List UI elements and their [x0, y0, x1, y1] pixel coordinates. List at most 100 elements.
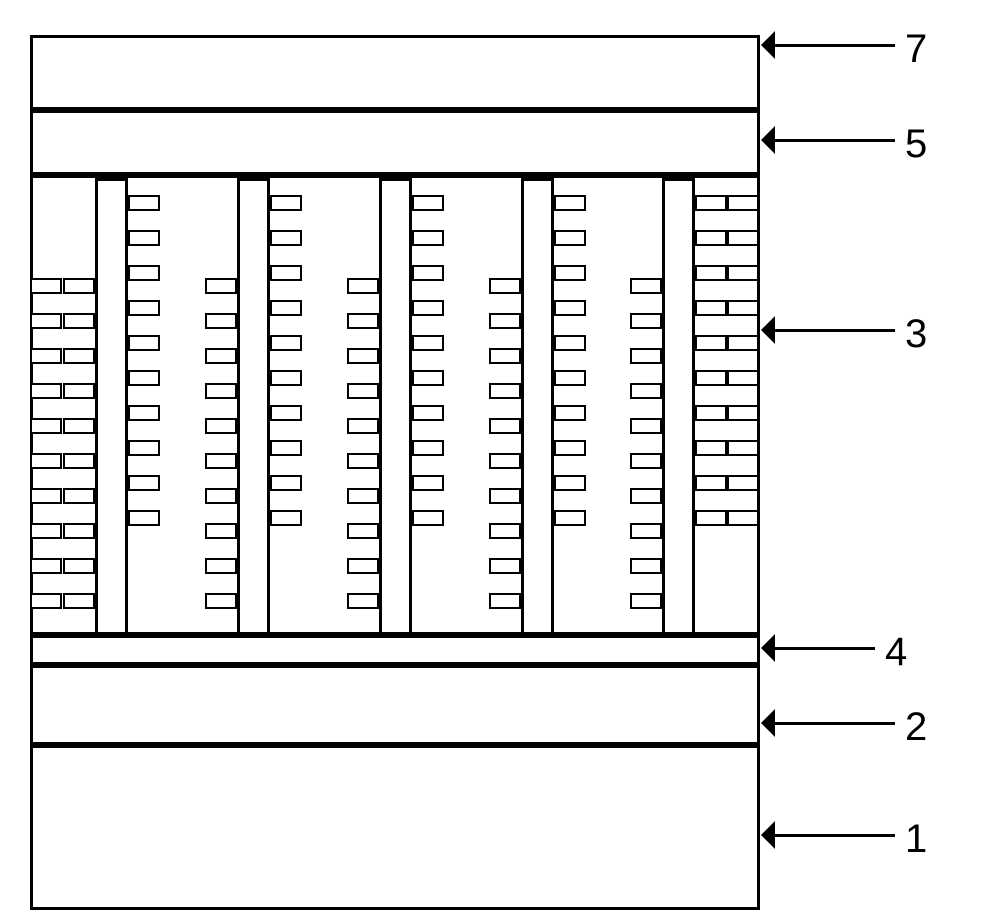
branch: [727, 265, 759, 281]
branch: [30, 453, 62, 469]
branch: [205, 523, 237, 539]
branch: [695, 195, 727, 211]
branch: [30, 593, 62, 609]
branch: [30, 278, 62, 294]
branch: [63, 453, 95, 469]
callout-label-1: 1: [905, 817, 927, 862]
branch: [412, 265, 444, 281]
branch: [489, 313, 521, 329]
branch: [347, 348, 379, 364]
trunk: [521, 178, 554, 635]
branch: [63, 313, 95, 329]
layer-5: [30, 110, 760, 175]
branch: [205, 278, 237, 294]
branch: [128, 510, 160, 526]
branch: [412, 300, 444, 316]
branch: [63, 558, 95, 574]
branch: [205, 488, 237, 504]
branch: [347, 278, 379, 294]
trunk: [237, 178, 270, 635]
branch: [630, 523, 662, 539]
callout-arrow-head: [761, 316, 775, 344]
branch: [270, 300, 302, 316]
callout-label-2: 2: [905, 705, 927, 750]
branch: [630, 348, 662, 364]
branch: [270, 475, 302, 491]
branch: [128, 475, 160, 491]
callout-arrow-line: [775, 834, 895, 837]
branch: [554, 265, 586, 281]
branch: [412, 230, 444, 246]
branch: [489, 418, 521, 434]
callout-arrow-line: [775, 139, 895, 142]
branch: [630, 418, 662, 434]
callout-arrow-line: [775, 329, 895, 332]
branch: [270, 370, 302, 386]
branch: [30, 418, 62, 434]
branch: [695, 230, 727, 246]
branch: [489, 593, 521, 609]
branch: [727, 405, 759, 421]
callout-arrow-line: [775, 647, 875, 650]
layer-1: [30, 745, 760, 910]
branch: [727, 195, 759, 211]
branch: [205, 558, 237, 574]
branch: [270, 510, 302, 526]
callout-label-7: 7: [905, 27, 927, 72]
branch: [554, 370, 586, 386]
branch: [554, 230, 586, 246]
branch: [727, 475, 759, 491]
branch: [205, 453, 237, 469]
branch: [695, 510, 727, 526]
branch: [205, 313, 237, 329]
branch: [412, 405, 444, 421]
branch: [30, 348, 62, 364]
branch: [412, 440, 444, 456]
branch: [128, 335, 160, 351]
branch: [347, 593, 379, 609]
branch: [727, 335, 759, 351]
branch: [630, 453, 662, 469]
branch: [270, 265, 302, 281]
branch: [630, 488, 662, 504]
callout-label-5: 5: [905, 122, 927, 167]
branch: [489, 488, 521, 504]
branch: [347, 418, 379, 434]
callout-label-3: 3: [905, 312, 927, 357]
branch: [30, 313, 62, 329]
callout-arrow-line: [775, 44, 895, 47]
branch: [270, 405, 302, 421]
diagram-canvas: { "diagram": { "type": "engineering-cros…: [0, 0, 1000, 922]
branch: [63, 348, 95, 364]
branch: [554, 510, 586, 526]
trunk: [662, 178, 695, 635]
branch: [347, 488, 379, 504]
branch: [554, 475, 586, 491]
branch: [727, 300, 759, 316]
branch: [30, 383, 62, 399]
branch: [128, 405, 160, 421]
branch: [554, 335, 586, 351]
branch: [630, 383, 662, 399]
branch: [630, 558, 662, 574]
branch: [695, 440, 727, 456]
branch: [347, 453, 379, 469]
trunk: [379, 178, 412, 635]
branch: [63, 593, 95, 609]
branch: [63, 278, 95, 294]
branch: [695, 475, 727, 491]
branch: [554, 195, 586, 211]
branch: [412, 370, 444, 386]
branch: [63, 383, 95, 399]
branch: [205, 383, 237, 399]
branch: [695, 265, 727, 281]
callout-arrow-head: [761, 821, 775, 849]
branch: [489, 383, 521, 399]
branch: [205, 418, 237, 434]
branch: [554, 405, 586, 421]
callout-arrow-head: [761, 709, 775, 737]
branch: [128, 370, 160, 386]
callout-label-4: 4: [885, 630, 907, 675]
branch: [30, 488, 62, 504]
branch: [412, 510, 444, 526]
